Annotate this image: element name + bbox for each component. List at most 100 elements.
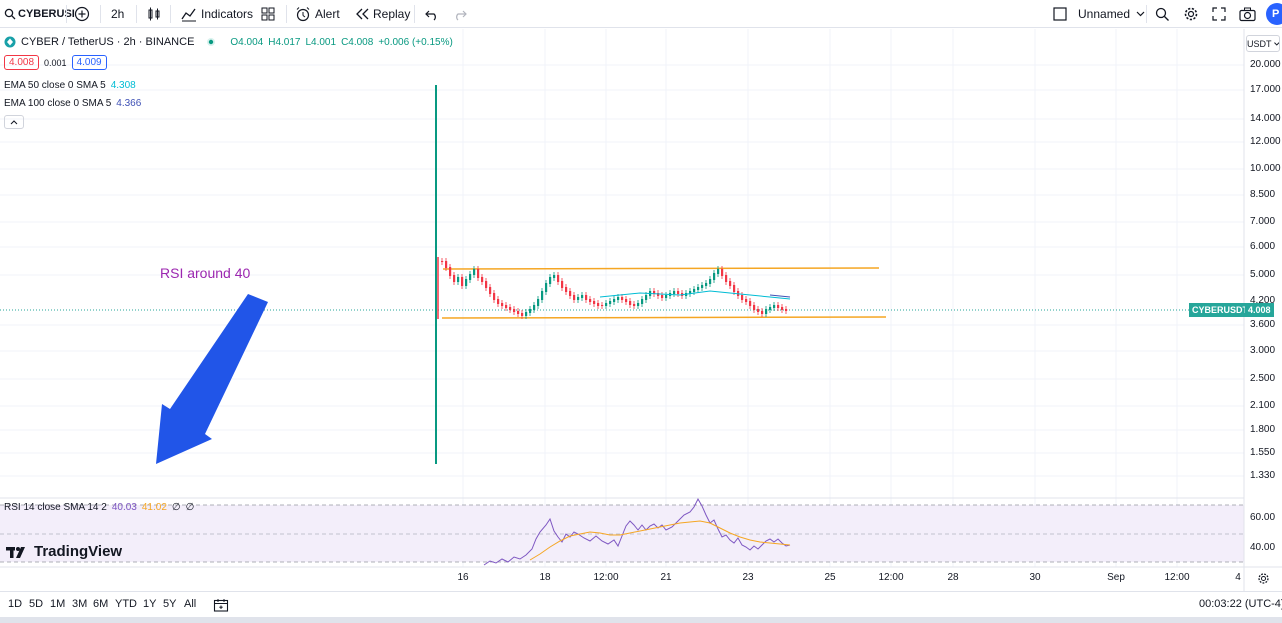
layout-checkbox[interactable] bbox=[1053, 0, 1067, 28]
candle bbox=[585, 295, 588, 300]
undo-button[interactable] bbox=[424, 0, 440, 28]
tradingview-logo[interactable]: TradingView bbox=[6, 543, 122, 560]
ema50-value: 4.308 bbox=[110, 80, 136, 91]
time-axis-label: 12:00 bbox=[878, 572, 904, 583]
quick-search-button[interactable] bbox=[1154, 0, 1170, 28]
range-button-5y[interactable]: 5Y bbox=[163, 598, 177, 610]
range-button-ytd[interactable]: YTD bbox=[115, 598, 137, 610]
ema100-legend[interactable]: EMA 100 close 0 SMA 5 4.366 bbox=[4, 98, 141, 109]
candle bbox=[457, 277, 460, 282]
ema100-label: EMA 100 close 0 SMA 5 bbox=[4, 98, 112, 109]
candle bbox=[633, 304, 636, 306]
currency-button[interactable]: USDT bbox=[1246, 35, 1280, 52]
low-value: L4.001 bbox=[305, 36, 337, 48]
time-axis-label: 21 bbox=[660, 572, 672, 583]
candle bbox=[529, 309, 532, 313]
symbol-name: CYBERUSI bbox=[18, 8, 75, 20]
gear-icon bbox=[1258, 572, 1269, 584]
price-axis-label: 2.100 bbox=[1250, 400, 1276, 411]
settings-button[interactable] bbox=[1183, 0, 1199, 28]
interval-button[interactable]: 2h bbox=[111, 0, 124, 28]
candle bbox=[561, 281, 564, 288]
candle bbox=[589, 299, 592, 302]
candle bbox=[489, 287, 492, 294]
layout-menu[interactable]: Unnamed bbox=[1078, 0, 1145, 28]
price-axis-label: 1.550 bbox=[1250, 447, 1276, 458]
candle bbox=[593, 301, 596, 304]
range-button-1m[interactable]: 1M bbox=[50, 598, 66, 610]
snapshot-button[interactable] bbox=[1239, 0, 1256, 28]
candle bbox=[733, 285, 736, 292]
candle bbox=[665, 295, 668, 298]
alert-button[interactable]: Alert bbox=[295, 0, 340, 28]
price-axis-label: 7.000 bbox=[1250, 216, 1276, 227]
range-button-all[interactable]: All bbox=[184, 598, 197, 610]
compare-button[interactable] bbox=[74, 0, 90, 28]
symbol-legend[interactable]: CYBER / TetherUS · 2h · BINANCE O4.004 H… bbox=[4, 36, 453, 48]
candle bbox=[525, 312, 528, 316]
indicators-button[interactable]: Indicators bbox=[181, 0, 253, 28]
search-icon bbox=[4, 8, 16, 20]
fullscreen-button[interactable] bbox=[1212, 0, 1226, 28]
range-button-6m[interactable]: 6M bbox=[93, 598, 109, 610]
time-axis-label: Sep bbox=[1107, 572, 1125, 583]
candle bbox=[625, 299, 628, 302]
chart-type-button[interactable] bbox=[146, 0, 162, 28]
candle bbox=[613, 299, 616, 302]
market-status-icon bbox=[207, 38, 216, 46]
alarm-clock-icon bbox=[296, 7, 310, 22]
replay-label: Replay bbox=[373, 7, 411, 21]
channel-bottom-line bbox=[441, 316, 887, 319]
high-value: H4.017 bbox=[268, 36, 301, 48]
candle bbox=[621, 297, 624, 300]
clock-timezone[interactable]: 00:03:22 (UTC-4) bbox=[1199, 598, 1282, 610]
rsi-annotation-text[interactable]: RSI around 40 bbox=[160, 265, 251, 281]
layout-name: Unnamed bbox=[1078, 7, 1131, 21]
replay-button[interactable]: Replay bbox=[354, 0, 410, 28]
range-button-1d[interactable]: 1D bbox=[8, 598, 23, 610]
collapse-legend-button[interactable] bbox=[4, 115, 24, 129]
price-axis-label: 1.330 bbox=[1250, 470, 1276, 481]
candle bbox=[745, 299, 748, 302]
candle bbox=[477, 269, 480, 278]
candle bbox=[601, 305, 604, 306]
rewind-icon bbox=[356, 8, 369, 20]
chevron-up-icon bbox=[10, 119, 18, 124]
candle bbox=[721, 269, 724, 276]
candle bbox=[709, 279, 712, 284]
time-axis-label: 12:00 bbox=[593, 572, 619, 583]
range-button-5d[interactable]: 5D bbox=[29, 598, 44, 610]
ema50-legend[interactable]: EMA 50 close 0 SMA 5 4.308 bbox=[4, 80, 136, 91]
candle bbox=[785, 309, 788, 311]
chart-canvas[interactable] bbox=[0, 29, 1282, 591]
goto-date-button[interactable] bbox=[213, 592, 229, 618]
candle bbox=[505, 305, 508, 308]
bid-price[interactable]: 4.008 bbox=[4, 55, 40, 70]
redo-icon bbox=[456, 10, 467, 21]
candle bbox=[657, 293, 660, 296]
candle bbox=[725, 275, 728, 282]
candle bbox=[453, 275, 456, 282]
axis-settings-button[interactable] bbox=[1257, 567, 1270, 589]
rsi-extra-2: ∅ bbox=[185, 502, 195, 513]
candle bbox=[581, 295, 584, 298]
range-button-3m[interactable]: 3M bbox=[72, 598, 88, 610]
tradingview-logo-icon bbox=[6, 546, 25, 558]
bottom-toolbar: 1D 5D 1M 3M 6M YTD 1Y 5Y All 00:03:22 (UTC-4) bbox=[0, 591, 1282, 617]
candle bbox=[673, 291, 676, 294]
arrow-drawing bbox=[156, 294, 268, 464]
redo-button[interactable] bbox=[452, 0, 468, 28]
candle bbox=[573, 295, 576, 300]
range-button-1y[interactable]: 1Y bbox=[143, 598, 157, 610]
candle bbox=[729, 281, 732, 286]
price-axis-label: 3.000 bbox=[1250, 345, 1276, 356]
symbol-search[interactable]: CYBERUSI bbox=[4, 0, 75, 28]
candle bbox=[597, 303, 600, 306]
rsi-legend[interactable]: RSI 14 close SMA 14 2 40.03 41.02 ∅ ∅ bbox=[4, 502, 194, 513]
templates-button[interactable] bbox=[260, 0, 276, 28]
profile-avatar[interactable]: P bbox=[1266, 3, 1282, 25]
ask-price[interactable]: 4.009 bbox=[71, 55, 107, 70]
candle bbox=[617, 297, 620, 300]
candle bbox=[469, 274, 472, 280]
chart-area[interactable]: CYBER / TetherUS · 2h · BINANCE O4.004 H… bbox=[0, 29, 1282, 591]
